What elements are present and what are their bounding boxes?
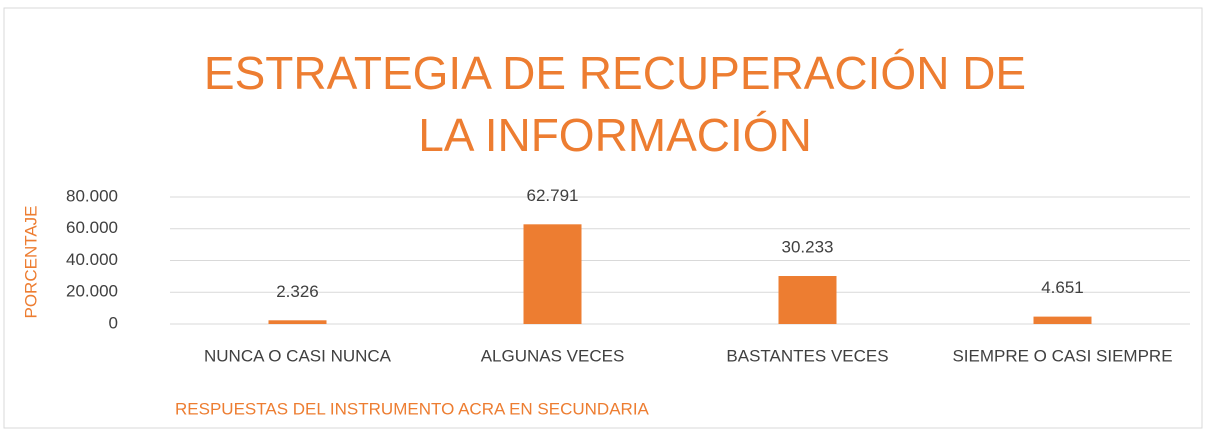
y-tick-label: 80.000	[66, 186, 118, 205]
y-axis-label: PORCENTAJE	[21, 205, 40, 318]
data-label: 62.791	[527, 186, 579, 205]
x-axis-label: RESPUESTAS DEL INSTRUMENTO ACRA EN SECUN…	[175, 399, 650, 418]
bar	[778, 276, 837, 324]
y-tick-label: 40.000	[66, 250, 118, 269]
x-tick-label: BASTANTES VECES	[726, 346, 888, 365]
data-label: 4.651	[1041, 278, 1084, 297]
y-tick-label: 60.000	[66, 218, 118, 237]
bar	[523, 224, 582, 324]
y-tick-label: 20.000	[66, 282, 118, 301]
data-label: 2.326	[276, 282, 319, 301]
chart-title: ESTRATEGIA DE RECUPERACIÓN DE LA INFORMA…	[203, 47, 1027, 161]
y-tick-label: 0	[109, 313, 118, 332]
bar	[268, 320, 327, 324]
chart-border	[3, 7, 1203, 429]
data-label: 30.233	[782, 237, 834, 256]
x-tick-label: SIEMPRE O CASI SIEMPRE	[952, 346, 1172, 365]
x-tick-label: NUNCA O CASI NUNCA	[204, 346, 392, 365]
bar	[1033, 316, 1092, 324]
x-tick-label: ALGUNAS VECES	[481, 346, 625, 365]
